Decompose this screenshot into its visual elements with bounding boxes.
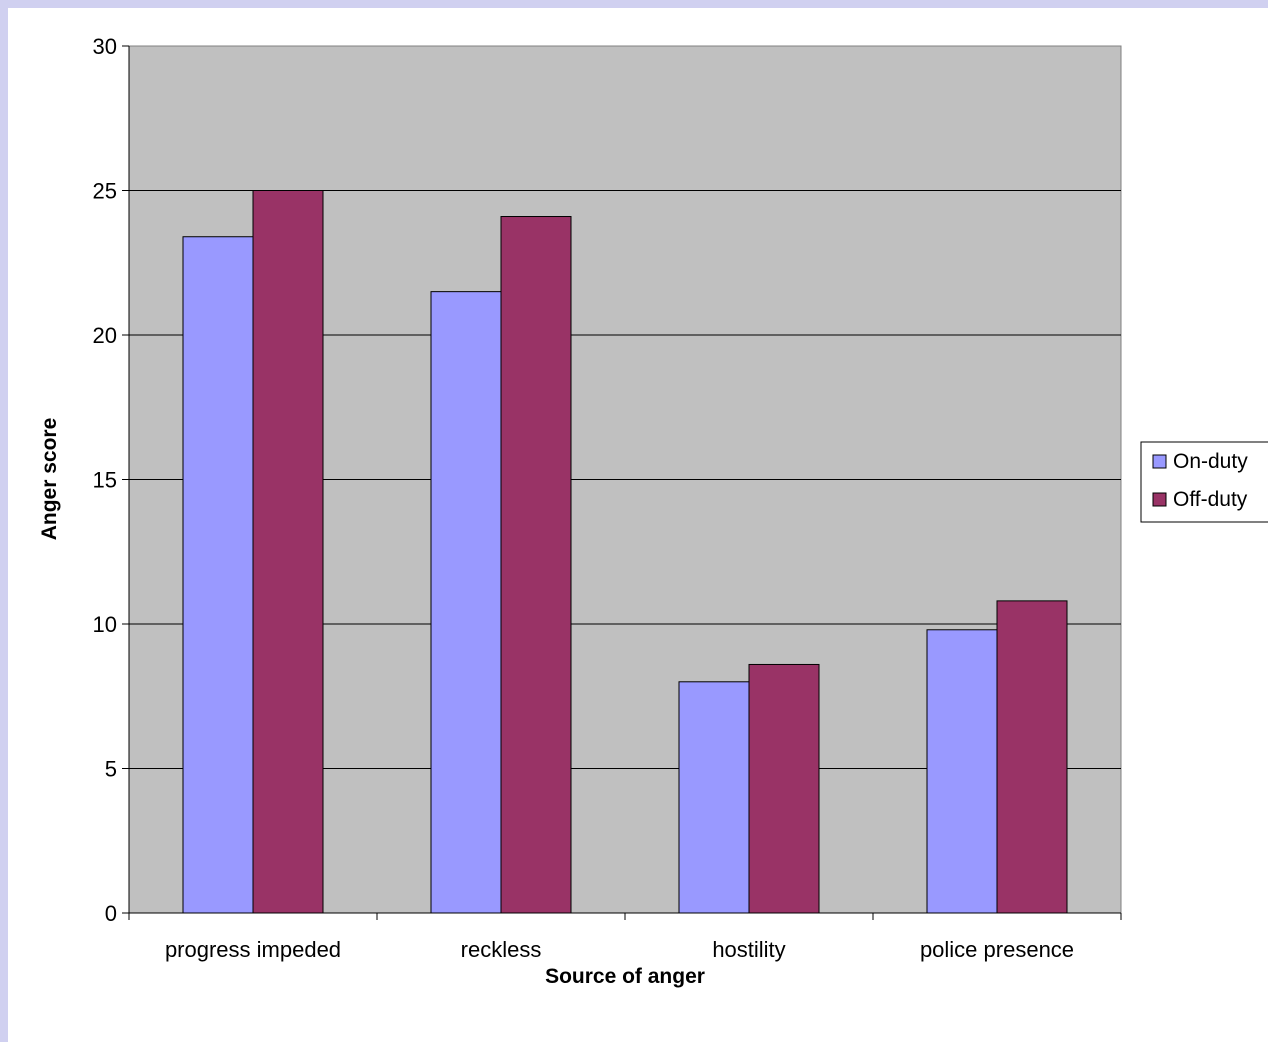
y-tick-label: 5 (105, 757, 117, 782)
bar-off-duty (996, 600, 1068, 914)
x-tick-label: hostility (712, 937, 785, 962)
bar-on-duty (678, 681, 750, 914)
bar-off-duty (500, 216, 572, 914)
chart-canvas: 0 5 10 15 20 25 30 progress impeded reckless hos… (8, 8, 1268, 1042)
x-tick-label: reckless (461, 937, 542, 962)
legend-items: On-duty Off-duty (1152, 450, 1248, 511)
y-tick-label: 20 (93, 323, 117, 348)
x-axis-title: Source of anger (545, 965, 705, 988)
y-axis-title: Anger score (38, 418, 61, 541)
x-ticks: progress impeded reckless hostility police … (128, 913, 1122, 962)
bar-on-duty (430, 291, 502, 914)
x-tick-label: police presence (920, 937, 1074, 962)
bar-off-duty (748, 663, 820, 914)
bars (182, 190, 1068, 914)
bar-on-duty (926, 629, 998, 914)
y-tick-label: 15 (93, 468, 117, 493)
y-tick-label: 10 (93, 612, 117, 637)
bar-off-duty (252, 190, 324, 914)
y-ticks: 0 5 10 15 20 25 30 (93, 34, 129, 926)
y-tick-label: 0 (105, 901, 117, 926)
legend-label: On-duty (1173, 450, 1248, 473)
bar-chart: 0 5 10 15 20 25 30 progress impeded reckless hos… (38, 34, 1268, 988)
y-tick-label: 30 (93, 34, 117, 59)
legend-swatch (1152, 454, 1167, 469)
legend-label: Off-duty (1173, 488, 1248, 511)
legend: On-duty Off-duty (1140, 441, 1268, 523)
x-tick-label: progress impeded (165, 937, 341, 962)
y-tick-label: 25 (93, 179, 117, 204)
legend-swatch (1152, 492, 1167, 507)
bar-on-duty (182, 236, 254, 914)
